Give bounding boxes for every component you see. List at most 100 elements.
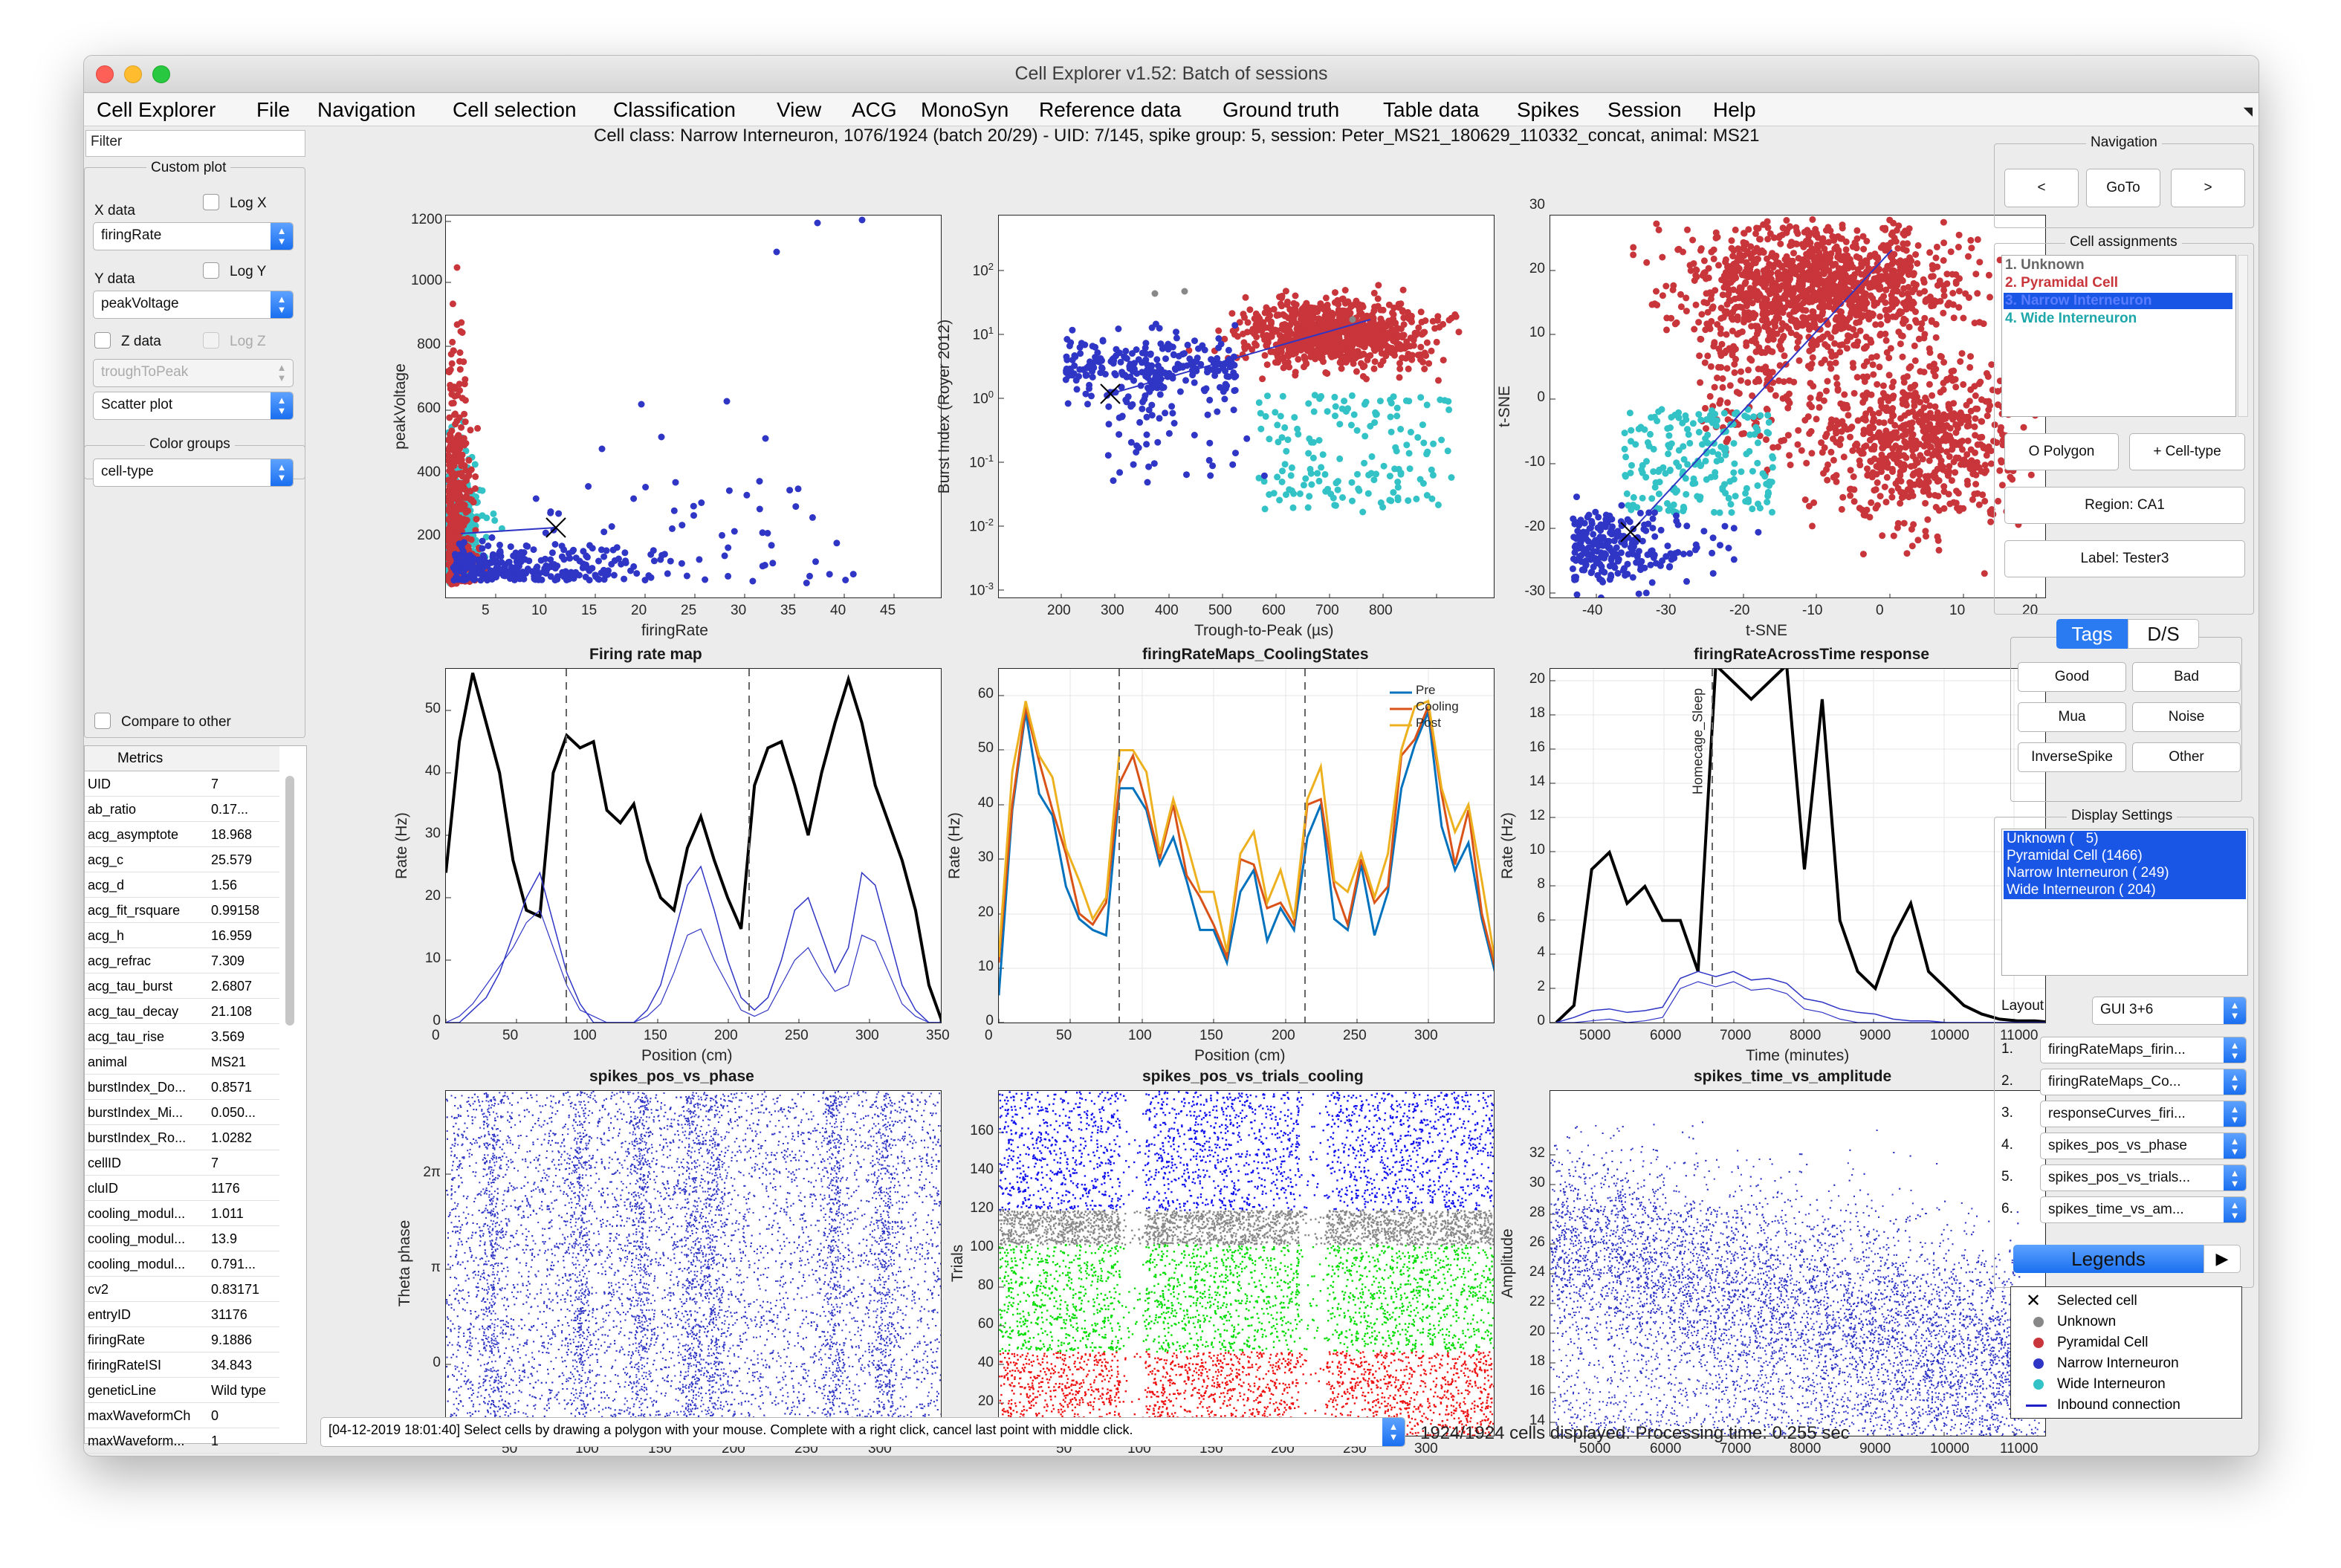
scatter-point bbox=[1089, 359, 1097, 366]
title-bar: Cell Explorer v1.52: Batch of sessions bbox=[84, 56, 2259, 93]
metric-row[interactable]: cellID 7 bbox=[85, 1150, 279, 1176]
menu-view[interactable]: View bbox=[777, 98, 821, 122]
scatter-point bbox=[1165, 430, 1173, 437]
metric-row[interactable]: cv2 0.83171 bbox=[85, 1277, 279, 1302]
scatter-point bbox=[1863, 358, 1871, 366]
menu-acg[interactable]: ACG bbox=[852, 98, 897, 122]
compare-label: Compare to other bbox=[121, 714, 231, 730]
menu-file[interactable]: File bbox=[256, 98, 290, 122]
metric-row[interactable]: firingRateISI 34.843 bbox=[85, 1352, 279, 1378]
scatter-point bbox=[1207, 472, 1214, 479]
menu-cell-selection[interactable]: Cell selection bbox=[453, 98, 577, 122]
color-groups-select[interactable]: cell-type ▲ ▼ bbox=[93, 459, 294, 487]
scatter-point bbox=[1286, 363, 1293, 371]
scatter-point bbox=[1885, 306, 1893, 313]
p1-axes[interactable] bbox=[445, 215, 942, 598]
metrics-header[interactable]: Metrics bbox=[85, 746, 279, 771]
menu-navigation[interactable]: Navigation bbox=[317, 98, 415, 122]
scatter-point bbox=[609, 546, 617, 554]
scatter-point bbox=[520, 575, 528, 583]
p3-axes[interactable] bbox=[1550, 215, 2046, 598]
y-data-select[interactable]: peakVoltage ▲ ▼ bbox=[93, 291, 294, 319]
scatter-point bbox=[1274, 473, 1281, 481]
plot-type-select[interactable]: Scatter plot ▲ ▼ bbox=[93, 392, 294, 420]
metrics-table[interactable]: Metrics UID 7 ab_ratio 0.17... acg_asymptote… bbox=[84, 745, 307, 1454]
scatter-point bbox=[1382, 352, 1390, 360]
metric-row[interactable]: acg_asymptote 18.968 bbox=[85, 822, 279, 847]
filter-input[interactable]: Filter bbox=[85, 130, 305, 157]
scatter-point bbox=[1292, 369, 1299, 376]
close-window-button[interactable] bbox=[96, 65, 114, 83]
menu-cell-explorer[interactable]: Cell Explorer bbox=[97, 98, 216, 122]
scatter-point bbox=[1802, 237, 1810, 244]
log-z-checkbox[interactable] bbox=[203, 332, 219, 349]
scatter-point bbox=[1231, 322, 1239, 329]
metric-row[interactable]: firingRate 9.1886 bbox=[85, 1327, 279, 1352]
scatter-point bbox=[1063, 336, 1071, 343]
scatter-point bbox=[1307, 470, 1315, 477]
metric-row[interactable]: acg_tau_rise 3.569 bbox=[85, 1024, 279, 1049]
metric-row[interactable]: acg_h 16.959 bbox=[85, 923, 279, 948]
metric-row[interactable]: maxWaveform... 1 bbox=[85, 1428, 279, 1454]
scatter-point bbox=[1854, 417, 1862, 424]
compare-checkbox[interactable] bbox=[94, 713, 111, 729]
menu-session[interactable]: Session bbox=[1607, 98, 1682, 122]
menu-spikes[interactable]: Spikes bbox=[1517, 98, 1579, 122]
scatter-point bbox=[513, 558, 520, 566]
scatter-point bbox=[1115, 325, 1122, 332]
metric-name: maxWaveform... bbox=[88, 1433, 207, 1449]
metric-row[interactable]: cooling_modul... 1.011 bbox=[85, 1201, 279, 1226]
metric-row[interactable]: entryID 31176 bbox=[85, 1302, 279, 1327]
metric-row[interactable]: acg_tau_decay 21.108 bbox=[85, 999, 279, 1024]
metric-row[interactable]: geneticLine Wild type bbox=[85, 1378, 279, 1403]
scatter-point bbox=[1960, 380, 1967, 388]
metric-row[interactable]: burstIndex_Do... 0.8571 bbox=[85, 1075, 279, 1100]
menu-classification[interactable]: Classification bbox=[613, 98, 736, 122]
scatter-point bbox=[1796, 273, 1803, 281]
scatter-point bbox=[1879, 382, 1887, 389]
log-x-checkbox[interactable] bbox=[203, 194, 219, 210]
scatter-point bbox=[1761, 295, 1768, 302]
scatter-point bbox=[1831, 245, 1839, 253]
scatter-point bbox=[1820, 269, 1827, 276]
toolbar-toggle-icon[interactable]: ◥ bbox=[2244, 104, 2253, 119]
menu-ground-truth[interactable]: Ground truth bbox=[1223, 98, 1339, 122]
menu-help[interactable]: Help bbox=[1713, 98, 1756, 122]
metric-row[interactable]: cooling_modul... 13.9 bbox=[85, 1226, 279, 1251]
metric-row[interactable]: acg_d 1.56 bbox=[85, 872, 279, 898]
scatter-point bbox=[1717, 315, 1725, 322]
scatter-point bbox=[1373, 470, 1380, 478]
metric-row[interactable]: acg_fit_rsquare 0.99158 bbox=[85, 898, 279, 923]
metric-row[interactable]: burstIndex_Mi... 0.050... bbox=[85, 1100, 279, 1125]
minimize-window-button[interactable] bbox=[124, 65, 142, 83]
z-data-select[interactable]: troughToPeak ▲ ▼ bbox=[93, 359, 294, 387]
metric-row[interactable]: acg_refrac 7.309 bbox=[85, 948, 279, 973]
menu-monosyn[interactable]: MonoSyn bbox=[921, 98, 1008, 122]
scatter-point bbox=[1928, 302, 1935, 309]
metrics-scrollbar[interactable] bbox=[285, 776, 294, 1026]
p2-axes[interactable] bbox=[998, 215, 1495, 598]
menu-table-data[interactable]: Table data bbox=[1383, 98, 1479, 122]
metric-row[interactable]: burstIndex_Ro... 1.0282 bbox=[85, 1125, 279, 1150]
metric-row[interactable]: ab_ratio 0.17... bbox=[85, 797, 279, 822]
scatter-point bbox=[1900, 519, 1908, 527]
zoom-window-button[interactable] bbox=[152, 65, 170, 83]
scatter-point bbox=[551, 577, 559, 584]
scatter-point bbox=[1326, 314, 1333, 322]
metric-row[interactable]: UID 7 bbox=[85, 771, 279, 797]
scatter-point bbox=[1827, 334, 1835, 341]
metric-row[interactable]: acg_c 25.579 bbox=[85, 847, 279, 872]
log-y-checkbox[interactable] bbox=[203, 262, 219, 279]
scatter-point bbox=[1934, 282, 1941, 289]
metric-row[interactable]: animal MS21 bbox=[85, 1049, 279, 1075]
scatter-point bbox=[1703, 290, 1710, 297]
z-data-checkbox[interactable] bbox=[94, 332, 111, 349]
metric-value: 0.83171 bbox=[211, 1282, 276, 1298]
x-data-select[interactable]: firingRate ▲ ▼ bbox=[93, 222, 294, 250]
metric-row[interactable]: cluID 1176 bbox=[85, 1176, 279, 1201]
metric-row[interactable]: maxWaveformCh 0 bbox=[85, 1403, 279, 1428]
metric-row[interactable]: cooling_modul... 0.791... bbox=[85, 1251, 279, 1277]
menu-reference-data[interactable]: Reference data bbox=[1039, 98, 1181, 122]
metric-row[interactable]: acg_tau_burst 2.6807 bbox=[85, 973, 279, 999]
scatter-point bbox=[1063, 365, 1070, 372]
